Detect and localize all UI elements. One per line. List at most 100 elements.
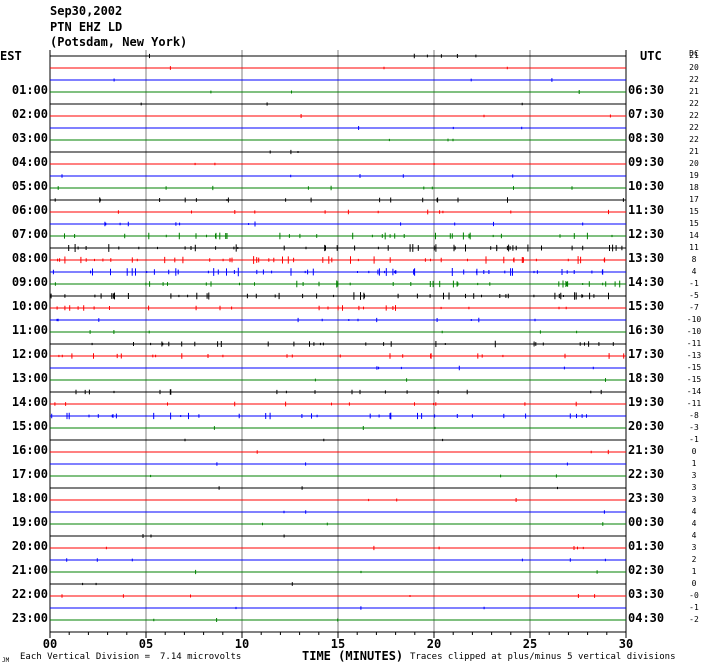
trace-signal	[218, 486, 558, 490]
trace-signal	[54, 401, 577, 407]
dc-offset-label: 22	[689, 75, 699, 84]
dc-offset-label: -14	[686, 387, 702, 396]
utc-axis-title: UTC	[640, 49, 662, 63]
utc-time-label: 06:30	[628, 83, 665, 97]
dc-offset-label: -10	[686, 315, 702, 324]
dc-offset-label: -7	[689, 303, 699, 312]
dc-offset-label: 21	[689, 51, 699, 60]
est-time-label: 12:00	[11, 347, 48, 361]
dc-offset-label: 0	[691, 447, 697, 456]
est-time-label: 07:00	[11, 227, 48, 241]
trace-signal	[89, 330, 578, 334]
scale-value: 7.14 microvolts	[160, 652, 242, 662]
dc-offset-label: -5	[689, 291, 699, 300]
dc-offset-label: -10	[686, 327, 702, 336]
date-label: Sep30,2002	[50, 4, 123, 18]
dc-offset-label: 8	[691, 255, 697, 264]
trace-signal	[388, 138, 454, 142]
utc-time-label: 09:30	[628, 155, 665, 169]
dc-offset-label: 19	[689, 171, 699, 180]
utc-time-label: 21:30	[628, 443, 665, 457]
trace-signal	[235, 606, 485, 610]
est-time-label: 10:00	[11, 299, 48, 313]
est-time-label: 09:00	[11, 275, 48, 289]
utc-time-label: 01:30	[628, 539, 665, 553]
utc-time-label: 07:30	[628, 107, 665, 121]
trace-signal	[194, 162, 435, 166]
x-tick-label: 25	[522, 637, 538, 651]
utc-time-label: 14:30	[628, 275, 665, 289]
dc-offset-label: 21	[689, 87, 699, 96]
utc-time-label: 17:30	[628, 347, 665, 361]
trace-signal	[376, 365, 594, 371]
est-time-label: 02:00	[11, 107, 48, 121]
trace-signal	[113, 78, 553, 82]
trace-signal	[153, 618, 339, 622]
dc-offset-label: 3	[691, 543, 697, 552]
dc-offset-label: -0	[689, 591, 699, 600]
est-time-label: 04:00	[11, 155, 48, 169]
utc-time-label: 16:30	[628, 323, 665, 337]
dc-offset-label: 18	[689, 183, 699, 192]
dc-offset-label: 1	[691, 459, 697, 468]
utc-time-label: 04:30	[628, 611, 665, 625]
dc-offset-label: -1	[689, 435, 699, 444]
dc-offset-label: 22	[689, 123, 699, 132]
trace-signal	[149, 53, 477, 59]
trace-signal	[184, 438, 444, 442]
trace-signal	[150, 474, 557, 478]
trace-signal	[216, 462, 568, 466]
x-tick-label: 15	[330, 637, 346, 651]
trace-signal	[54, 197, 624, 203]
est-time-label: 11:00	[11, 323, 48, 337]
dc-offset-label: 11	[689, 243, 699, 252]
trace-signal	[56, 317, 536, 323]
dc-offset-label: 15	[689, 219, 699, 228]
trace-signal	[61, 594, 596, 598]
dc-offset-label: -15	[686, 375, 702, 384]
trace-signal	[368, 498, 517, 502]
dc-offset-label: 4	[691, 267, 697, 276]
trace-signal	[117, 209, 609, 215]
utc-time-label: 20:30	[628, 419, 665, 433]
trace-signal	[256, 449, 609, 455]
trace-signal	[262, 522, 604, 526]
utc-time-label: 18:30	[628, 371, 665, 385]
dc-offset-label: 4	[691, 531, 697, 540]
trace-signal	[57, 256, 606, 264]
trace-signal	[61, 174, 514, 178]
utc-time-label: 15:30	[628, 299, 665, 313]
dc-offset-label: 17	[689, 195, 699, 204]
dc-offset-label: -13	[686, 351, 702, 360]
trace-signal	[358, 126, 523, 130]
utc-time-label: 19:30	[628, 395, 665, 409]
x-axis-title: TIME (MINUTES)	[302, 649, 404, 663]
trace-signal	[104, 221, 584, 227]
trace-signal	[140, 102, 523, 106]
dc-offset-label: -11	[686, 339, 702, 348]
dc-offset-label: 3	[691, 483, 697, 492]
utc-time-label: 11:30	[628, 203, 665, 217]
trace-signal	[213, 426, 436, 430]
trace-signal	[75, 389, 602, 395]
trace-signal	[50, 292, 609, 300]
est-time-label: 18:00	[11, 491, 48, 505]
est-time-label: 23:00	[11, 611, 48, 625]
trace-signal	[210, 90, 580, 94]
trace-signal	[82, 582, 293, 586]
est-time-label: 16:00	[11, 443, 48, 457]
est-time-label: 21:00	[11, 563, 48, 577]
est-time-label: 13:00	[11, 371, 48, 385]
trace-signal	[105, 545, 584, 551]
dc-offset-label: 20	[689, 159, 699, 168]
dc-offset-label: 22	[689, 135, 699, 144]
dc-offset-label: 4	[691, 519, 697, 528]
dc-offset-label: 22	[689, 111, 699, 120]
dc-offset-label: 20	[689, 63, 699, 72]
trace-signal	[142, 534, 285, 538]
trace-signal	[314, 378, 606, 382]
dc-offset-label: 2	[691, 555, 697, 564]
est-time-label: 17:00	[11, 467, 48, 481]
est-time-label: 05:00	[11, 179, 48, 193]
trace-signal	[52, 267, 604, 277]
